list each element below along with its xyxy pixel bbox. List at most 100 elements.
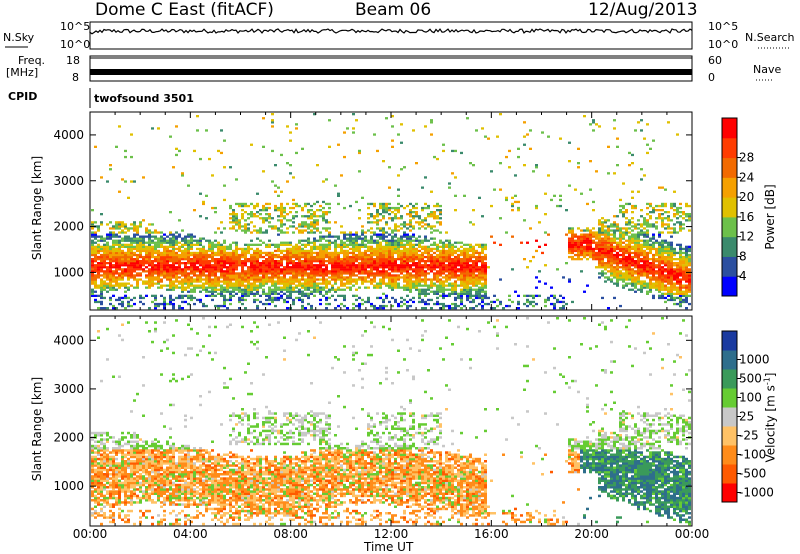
power-cell — [199, 251, 202, 255]
power-cell — [667, 241, 670, 244]
power-cell — [415, 286, 418, 289]
power-cell — [262, 251, 265, 255]
power-cell — [379, 253, 382, 257]
power-cell — [196, 253, 199, 257]
power-cell — [112, 280, 115, 283]
power-cell — [178, 307, 181, 310]
power-cell — [361, 278, 364, 281]
power-cell — [391, 288, 394, 291]
power-cell — [394, 217, 397, 220]
power-cell — [430, 231, 433, 234]
power-cell — [337, 268, 340, 271]
power-cell — [301, 229, 304, 232]
power-cell — [418, 290, 421, 293]
power-cell — [301, 298, 304, 302]
power-cell — [208, 286, 211, 289]
power-cell — [268, 264, 271, 267]
power-cell — [640, 249, 643, 253]
freq-label-1: Freq. — [18, 54, 46, 67]
power-cell — [130, 241, 133, 244]
power-cell — [634, 233, 637, 236]
power-cell — [613, 276, 616, 279]
power-cell — [382, 206, 385, 210]
power-cell — [430, 266, 433, 269]
power-cell — [571, 227, 574, 230]
power-cell — [394, 213, 397, 216]
power-cell — [118, 266, 121, 269]
power-cell — [382, 260, 385, 263]
power-cell — [169, 272, 172, 275]
power-cell — [310, 284, 313, 287]
power-cell — [427, 225, 430, 228]
power-cell — [466, 286, 469, 289]
power-cell — [634, 206, 637, 210]
power-cell — [112, 304, 115, 308]
power-cell — [622, 276, 625, 279]
power-cell — [607, 145, 610, 148]
power-cell — [409, 258, 412, 261]
power-cell — [571, 251, 574, 255]
power-cell — [310, 304, 313, 308]
power-cell — [289, 241, 292, 244]
beam-label: Beam 06 — [355, 0, 432, 20]
power-cell — [517, 206, 520, 210]
power-cell — [235, 223, 238, 226]
power-cell — [595, 231, 598, 234]
power-cell — [430, 262, 433, 265]
power-cell — [403, 225, 406, 228]
power-cell — [583, 241, 586, 244]
power-cell — [601, 241, 604, 244]
power-cell — [469, 300, 472, 304]
power-cell — [532, 296, 535, 300]
power-cell — [394, 258, 397, 261]
power-cell — [136, 245, 139, 248]
power-cell — [394, 233, 397, 236]
power-cell — [322, 249, 325, 253]
power-cell — [301, 307, 304, 310]
power-cell — [472, 274, 475, 277]
power-cell — [613, 127, 616, 130]
power-cell — [406, 288, 409, 291]
freq-tick-top: 18 — [66, 54, 80, 67]
power-cell — [112, 235, 115, 238]
power-cell — [646, 223, 649, 226]
power-cell — [253, 292, 256, 295]
power-cell — [433, 262, 436, 265]
power-cell — [655, 225, 658, 228]
power-cell — [670, 290, 673, 293]
power-cell — [91, 249, 94, 253]
power-cell — [232, 213, 235, 216]
power-cell — [544, 298, 547, 302]
power-cell — [289, 286, 292, 289]
power-cell — [145, 245, 148, 248]
power-cell — [577, 166, 580, 169]
power-cell — [292, 176, 295, 179]
power-cell — [193, 268, 196, 271]
power-cell — [187, 266, 190, 269]
power-cell — [208, 278, 211, 281]
power-cell — [451, 251, 454, 255]
power-cell — [661, 213, 664, 216]
power-cell — [91, 282, 94, 285]
power-cell — [289, 276, 292, 279]
power-cell — [124, 237, 127, 240]
power-cell — [559, 307, 562, 310]
power-cell — [346, 251, 349, 255]
power-cell — [184, 264, 187, 267]
power-cell — [214, 243, 217, 246]
power-cell — [277, 270, 280, 273]
power-cell — [619, 243, 622, 246]
power-cell — [313, 213, 316, 216]
power-cell — [340, 264, 343, 267]
power-cell — [619, 276, 622, 279]
power-cell — [349, 274, 352, 277]
power-cell — [574, 239, 577, 242]
power-cell — [436, 255, 439, 259]
time-axis-label: Time UT — [364, 540, 414, 554]
power-cell — [604, 264, 607, 267]
power-cell — [346, 262, 349, 265]
power-cell — [382, 272, 385, 275]
power-cell — [385, 264, 388, 267]
power-cell — [481, 215, 484, 218]
power-cell — [343, 231, 346, 234]
